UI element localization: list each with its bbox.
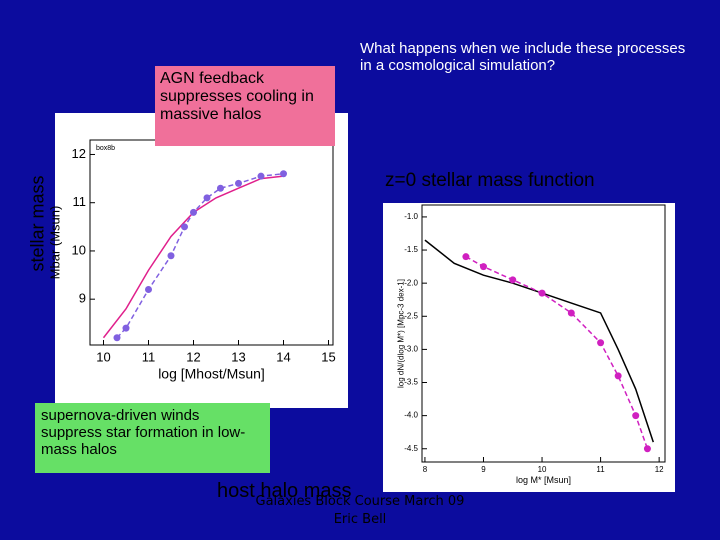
data-point bbox=[280, 170, 287, 178]
x-tick-label: 12 bbox=[655, 465, 664, 474]
annotation: box8b bbox=[96, 145, 115, 152]
series-line bbox=[465, 256, 649, 450]
data-point bbox=[217, 184, 224, 192]
data-point bbox=[167, 252, 175, 260]
x-tick-label: 12 bbox=[186, 349, 200, 364]
y-tick-label: 12 bbox=[72, 146, 86, 161]
agn-note: AGN feedback suppresses cooling in massi… bbox=[155, 66, 335, 146]
data-point bbox=[190, 208, 197, 216]
data-point bbox=[113, 334, 121, 342]
y-tick-label: 10 bbox=[72, 242, 86, 257]
data-point bbox=[203, 194, 211, 202]
panel bbox=[55, 113, 348, 408]
x-tick-label: 11 bbox=[596, 465, 605, 474]
y-tick-label: -1.0 bbox=[404, 212, 418, 221]
x-axis-label: log M* [Msun] bbox=[516, 475, 571, 485]
data-point bbox=[632, 412, 640, 420]
x-tick-label: 10 bbox=[538, 465, 547, 474]
data-point bbox=[567, 309, 575, 317]
data-point bbox=[145, 286, 152, 294]
y-tick-label: 9 bbox=[79, 291, 86, 306]
data-point bbox=[614, 372, 622, 380]
y-tick-label: -3.0 bbox=[404, 345, 418, 354]
smf-caption: z=0 stellar mass function bbox=[385, 170, 595, 191]
y-tick-label: -2.0 bbox=[404, 278, 418, 287]
data-point bbox=[643, 445, 651, 453]
data-point bbox=[538, 289, 546, 297]
sn-note: supernova-driven winds suppress star for… bbox=[35, 403, 270, 473]
series-line bbox=[424, 239, 655, 443]
y-axis-label: Mbar (Msun) bbox=[48, 206, 63, 280]
footer: Galaxies Block Course March 09 bbox=[255, 494, 465, 509]
data-point bbox=[597, 339, 605, 347]
y-tick-label: -4.5 bbox=[404, 444, 418, 453]
y-axis-label: log dN/(dlog M*) [Mpc-3 dex-1] bbox=[396, 279, 405, 388]
x-tick-label: 13 bbox=[231, 349, 245, 364]
plot-frame bbox=[421, 204, 666, 463]
x-axis-label: log [Mhost/Msun] bbox=[158, 366, 265, 382]
y-tick-label: 11 bbox=[73, 194, 87, 209]
x-tick-label: 9 bbox=[481, 465, 486, 474]
author: Eric Bell bbox=[333, 512, 387, 527]
y-caption: stellar mass bbox=[27, 175, 48, 272]
data-point bbox=[235, 179, 242, 187]
x-tick-label: 14 bbox=[276, 349, 290, 364]
y-tick-label: -4.0 bbox=[404, 411, 418, 420]
x-tick-label: 11 bbox=[142, 349, 156, 364]
panel bbox=[383, 203, 675, 492]
data-point bbox=[257, 172, 265, 180]
y-tick-label: -1.5 bbox=[404, 245, 418, 254]
x-caption: host halo mass bbox=[217, 480, 352, 502]
data-point bbox=[122, 324, 130, 332]
x-tick-label: 15 bbox=[321, 349, 335, 364]
question: What happens when we include these proce… bbox=[360, 40, 686, 74]
data-point bbox=[462, 253, 470, 261]
data-point bbox=[181, 223, 188, 231]
x-tick-label: 10 bbox=[96, 349, 110, 364]
y-tick-label: -2.5 bbox=[404, 311, 418, 320]
data-point bbox=[479, 263, 487, 271]
data-point bbox=[509, 276, 517, 284]
y-tick-label: -3.5 bbox=[404, 378, 418, 387]
x-tick-label: 8 bbox=[423, 465, 428, 474]
